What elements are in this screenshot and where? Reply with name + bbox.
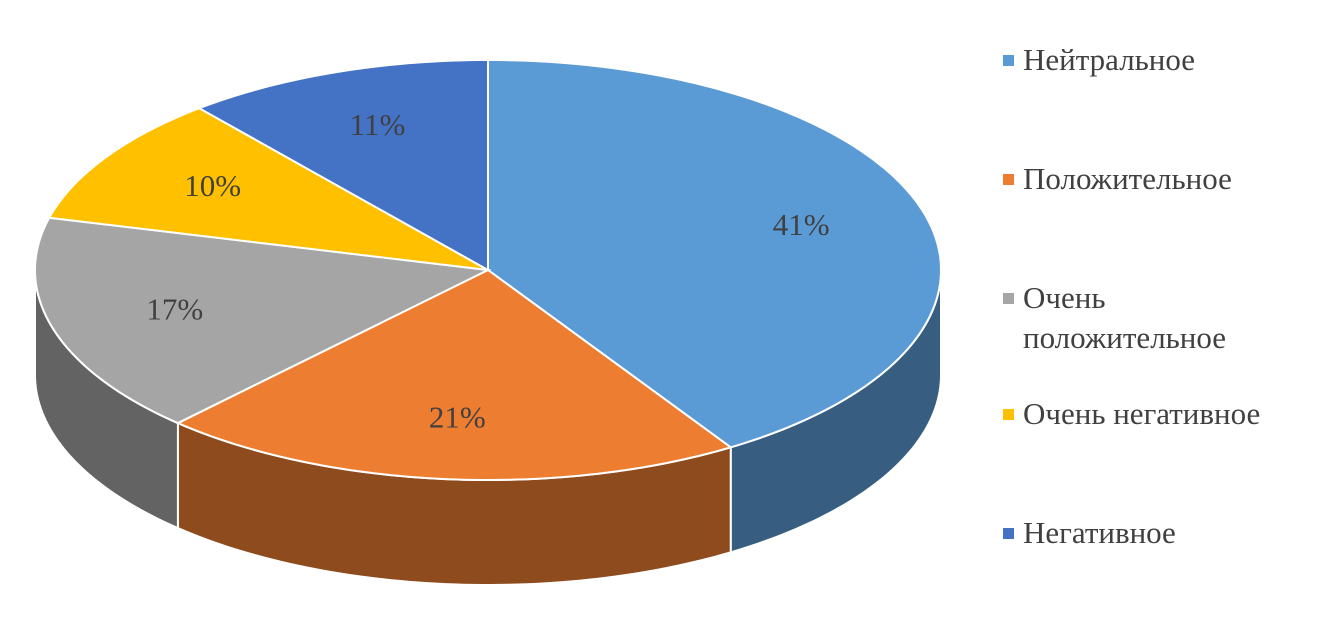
legend-label: Очень негативное [1023, 396, 1261, 431]
legend-swatch [1003, 55, 1014, 66]
legend-item: Положительное [1003, 159, 1313, 199]
legend-swatch [1003, 409, 1014, 420]
data-label: 41% [773, 207, 830, 242]
legend-item: Очень положительное [1003, 278, 1273, 358]
legend-label: Очень положительное [1023, 280, 1227, 355]
slice [175, 268, 733, 481]
data-label: 10% [184, 168, 241, 203]
legend-label: Положительное [1023, 161, 1232, 196]
data-label: 17% [146, 291, 203, 326]
legend-label: Негативное [1023, 515, 1176, 550]
legend-item: Очень негативное [1003, 394, 1313, 434]
slice [196, 58, 489, 272]
slice [47, 107, 489, 271]
data-label: 11% [350, 107, 406, 142]
legend-swatch [1003, 174, 1014, 185]
legend-swatch [1003, 528, 1014, 539]
data-label: 21% [429, 400, 486, 435]
slice [34, 216, 492, 425]
legend-item: Негативное [1003, 513, 1313, 553]
legend-label: Нейтральное [1023, 42, 1196, 77]
slice [487, 58, 942, 449]
legend-item: Нейтральное [1003, 40, 1313, 80]
chart: 41% 21% 17% 10% 11% [34, 58, 942, 586]
legend-swatch [1003, 293, 1014, 304]
